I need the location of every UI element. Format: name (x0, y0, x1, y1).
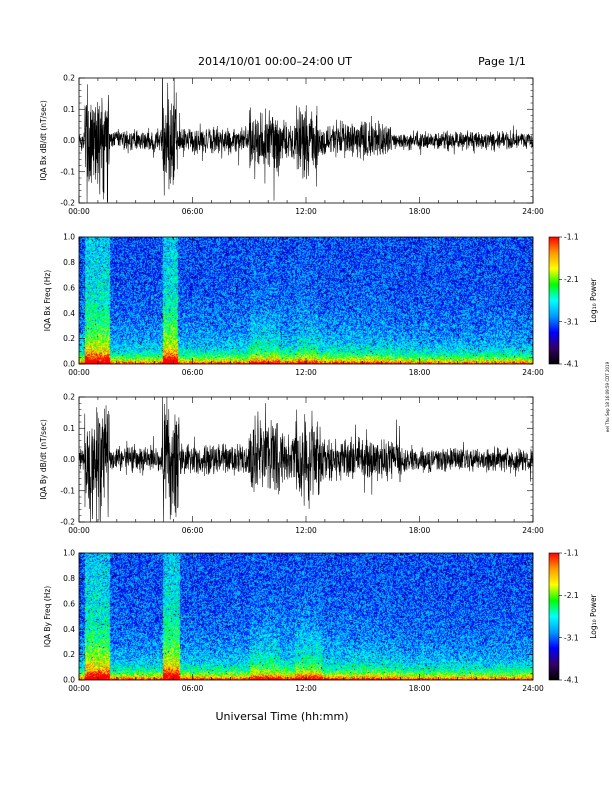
y-tick-label: 0.2 (63, 74, 75, 83)
colorbar-tick-label: -2.1 (564, 275, 579, 284)
y-tick-label: 0.8 (63, 258, 75, 267)
colorbar-by: -1.1 -2.1 -3.1 -4.1 Log₁₀ Power (548, 549, 598, 685)
y-tick-label: -0.1 (60, 167, 75, 176)
x-tick-label: 24:00 (522, 368, 544, 377)
page-number: Page 1/1 (478, 55, 526, 68)
axes-by-dbdt: 00:00 06:00 12:00 18:00 24:00 0.2 0.1 0.0 -0.1 -0… (60, 393, 544, 535)
y-tick-label: 0.0 (63, 136, 75, 145)
colorbar-bx: -1.1 -2.1 -3.1 -4.1 Log₁₀ Power (548, 233, 598, 369)
colorbar-tick-label: -1.1 (564, 549, 579, 558)
y-tick-label: -0.2 (60, 518, 75, 527)
colorbar-tick-label: -4.1 (564, 676, 579, 685)
y-tick-label: 0.4 (63, 625, 75, 634)
panel-bx-spectrogram: 00:00 06:00 12:00 18:00 24:00 1.0 0.8 0.6 0.4 0.2… (43, 233, 544, 377)
axes-bx-frequency: 00:00 06:00 12:00 18:00 24:00 1.0 0.8 0.6 0.4 0.2… (63, 233, 544, 377)
series-line (78, 396, 534, 523)
x-tick-label: 24:00 (522, 207, 544, 216)
series-line-by (78, 396, 534, 523)
x-tick-label: 12:00 (295, 207, 317, 216)
colorbar-tick-label: -1.1 (564, 233, 579, 242)
y-tick-label: 0.6 (63, 283, 75, 292)
colorbar-gradient (548, 552, 560, 681)
series-line (78, 77, 534, 204)
y-tick-label: 1.0 (63, 549, 75, 558)
y-axis-label: IQA By Freq (Hz) (43, 586, 52, 648)
side-note: eel Thu Sep 18 16:09:59 CDT 2019 (605, 361, 610, 432)
y-tick-label: 0.0 (63, 360, 75, 369)
colorbar-label: Log₁₀ Power (589, 593, 598, 638)
axes-by-frequency: 00:00 06:00 12:00 18:00 24:00 1.0 0.8 0.6 0.4 0.2… (63, 549, 544, 693)
y-tick-label: 0.0 (63, 455, 75, 464)
y-tick-label: 0.0 (63, 676, 75, 685)
page-title: 2014/10/01 00:00–24:00 UT (198, 55, 352, 68)
x-axis-label: Universal Time (hh:mm) (216, 710, 349, 723)
axes-bx-dbdt: 00:00 06:00 12:00 18:00 24:00 0.2 0.1 0.0 -0.1 -0… (60, 74, 544, 216)
panel-by-dbdt: 00:00 06:00 12:00 18:00 24:00 0.2 0.1 0.0 -0.1 -0… (39, 393, 544, 535)
panel-by-spectrogram: 00:00 06:00 12:00 18:00 24:00 1.0 0.8 0.6 0.4 0.2… (43, 549, 544, 693)
x-tick-label: 24:00 (522, 684, 544, 693)
y-tick-label: 0.2 (63, 650, 75, 659)
x-tick-label: 00:00 (68, 207, 90, 216)
y-tick-label: 0.8 (63, 574, 75, 583)
y-tick-label: 0.2 (63, 393, 75, 402)
x-tick-label: 24:00 (522, 526, 544, 535)
panel-bx-dbdt: 00:00 06:00 12:00 18:00 24:00 0.2 0.1 0.0 -0.1 -0… (39, 74, 544, 216)
x-tick-label: 00:00 (68, 526, 90, 535)
y-tick-label: 0.1 (63, 424, 75, 433)
colorbar-label: Log₁₀ Power (589, 277, 598, 322)
x-tick-label: 18:00 (409, 684, 431, 693)
y-axis-label: IQA Bx Freq (Hz) (43, 270, 52, 332)
colorbar-gradient (548, 236, 560, 365)
x-tick-label: 12:00 (295, 368, 317, 377)
x-tick-label: 12:00 (295, 684, 317, 693)
y-tick-label: 0.6 (63, 599, 75, 608)
x-tick-label: 00:00 (68, 684, 90, 693)
y-axis-label: IQA By dB/dt (nT/sec) (39, 419, 48, 500)
y-tick-label: -0.2 (60, 199, 75, 208)
y-tick-label: 1.0 (63, 233, 75, 242)
y-tick-label: 0.2 (63, 334, 75, 343)
x-tick-label: 06:00 (182, 526, 204, 535)
x-tick-label: 18:00 (409, 368, 431, 377)
x-tick-label: 06:00 (182, 684, 204, 693)
x-tick-label: 18:00 (409, 526, 431, 535)
colorbar-tick-label: -4.1 (564, 360, 579, 369)
y-tick-label: 0.4 (63, 309, 75, 318)
colorbar-tick-label: -3.1 (564, 633, 579, 642)
colorbar-tick-label: -3.1 (564, 317, 579, 326)
y-tick-label: -0.1 (60, 486, 75, 495)
x-tick-label: 06:00 (182, 368, 204, 377)
y-axis-label: IQA Bx dB/dt (nT/sec) (39, 100, 48, 181)
x-tick-label: 00:00 (68, 368, 90, 377)
x-tick-label: 12:00 (295, 526, 317, 535)
y-tick-label: 0.1 (63, 105, 75, 114)
series-line-bx (78, 77, 534, 204)
x-tick-label: 18:00 (409, 207, 431, 216)
colorbar-tick-label: -2.1 (564, 591, 579, 600)
x-tick-label: 06:00 (182, 207, 204, 216)
